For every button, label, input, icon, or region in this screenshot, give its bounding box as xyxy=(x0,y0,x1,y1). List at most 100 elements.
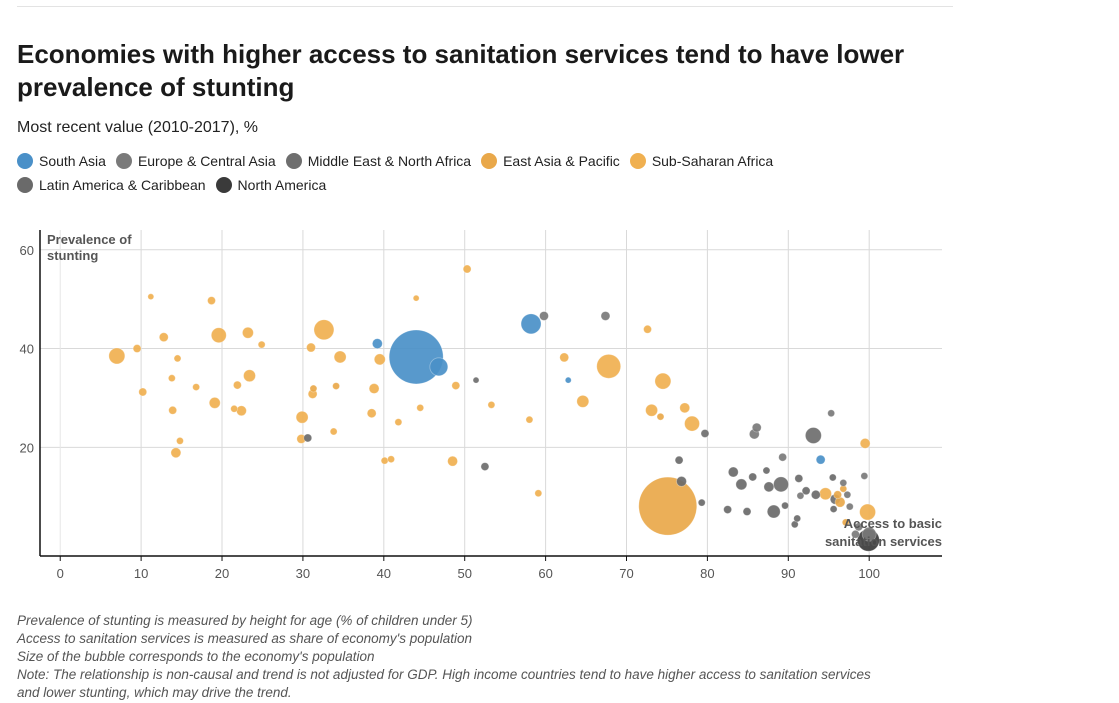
data-point xyxy=(735,478,748,491)
data-point xyxy=(748,472,758,482)
data-point xyxy=(242,326,254,339)
data-point xyxy=(559,352,570,363)
data-point xyxy=(679,402,691,414)
x-tick-label: 10 xyxy=(134,566,148,581)
data-point xyxy=(368,383,380,394)
legend-label: Sub-Saharan Africa xyxy=(651,153,774,169)
data-point xyxy=(828,473,837,482)
data-point xyxy=(168,405,178,415)
data-point xyxy=(676,476,687,487)
data-point xyxy=(859,503,876,521)
data-point xyxy=(654,372,672,390)
y-axis-title: Prevalence of xyxy=(47,232,132,247)
data-point xyxy=(309,384,318,393)
data-point xyxy=(462,264,472,274)
x-tick-label: 70 xyxy=(619,566,633,581)
data-point xyxy=(564,376,572,384)
data-point xyxy=(207,296,216,306)
data-point xyxy=(801,486,811,496)
data-point xyxy=(176,437,184,445)
data-point xyxy=(147,293,155,301)
legend-label: Europe & Central Asia xyxy=(137,153,276,169)
data-point xyxy=(762,466,771,475)
legend-item[interactable]: Europe & Central Asia xyxy=(115,153,276,169)
legend-label: North America xyxy=(237,177,327,193)
data-point xyxy=(387,455,395,464)
chart-legend: South Asia Europe & Central Asia Middle Ea… xyxy=(17,150,917,198)
data-point xyxy=(810,489,821,500)
legend-item[interactable]: East Asia & Pacific xyxy=(481,153,620,169)
chart-title: Economies with higher access to sanitati… xyxy=(17,39,905,102)
scatter-plot: 0 10 20 30 40 50 60 70 80 90 100 20 40 60 Prevalence o… xyxy=(20,230,942,581)
y-axis-title: stunting xyxy=(47,248,98,263)
data-point xyxy=(860,472,869,480)
data-point xyxy=(447,455,458,467)
data-point xyxy=(723,505,733,514)
x-axis-title: Access to basic xyxy=(844,516,942,531)
data-point xyxy=(781,501,789,510)
legend-swatch-icon xyxy=(115,153,132,169)
legend-item[interactable]: South Asia xyxy=(17,153,106,169)
legend-item[interactable]: North America xyxy=(215,177,327,193)
data-point xyxy=(596,353,622,379)
data-point xyxy=(108,347,126,365)
legend-swatch-icon xyxy=(285,153,302,169)
y-tick-label: 60 xyxy=(20,243,34,258)
x-tick-label: 40 xyxy=(377,566,391,581)
y-tick-label: 40 xyxy=(20,342,34,357)
data-point xyxy=(727,466,739,478)
data-point xyxy=(843,490,852,499)
legend-row-2: Latin America & Caribbean North America xyxy=(17,174,917,196)
data-point xyxy=(773,476,789,493)
data-point xyxy=(804,427,822,444)
legend-item[interactable]: Latin America & Caribbean xyxy=(17,177,206,193)
data-point xyxy=(851,529,860,539)
data-point xyxy=(371,338,383,350)
data-point xyxy=(303,433,313,443)
x-tick-label: 50 xyxy=(457,566,471,581)
data-point xyxy=(208,396,221,409)
data-point xyxy=(819,487,832,501)
data-point xyxy=(766,504,781,519)
chart-subtitle: Most recent value (2010-2017), % xyxy=(17,119,259,136)
data-point xyxy=(534,489,543,498)
data-point xyxy=(472,376,480,384)
data-point xyxy=(600,311,611,321)
x-tick-label: 20 xyxy=(215,566,229,581)
legend-item[interactable]: Sub-Saharan Africa xyxy=(629,153,774,169)
data-point xyxy=(192,383,201,391)
data-point xyxy=(451,381,461,390)
data-point xyxy=(257,340,266,349)
data-point xyxy=(638,476,698,536)
legend-row-1: South Asia Europe & Central Asia Middle Ea… xyxy=(17,150,917,172)
data-point xyxy=(576,394,590,408)
data-point xyxy=(854,522,864,532)
note-line-2: Access to sanitation services is measure… xyxy=(17,631,473,646)
data-point xyxy=(388,329,444,385)
data-point xyxy=(170,447,182,459)
note-line-5: and lower stunting, which may drive the … xyxy=(17,685,292,700)
y-tick-label: 20 xyxy=(20,440,34,455)
data-point xyxy=(313,319,335,341)
legend-label: East Asia & Pacific xyxy=(503,153,620,169)
x-tick-label: 100 xyxy=(858,566,880,581)
data-point xyxy=(684,415,700,432)
legend-label: South Asia xyxy=(39,153,106,169)
top-divider xyxy=(17,6,953,7)
data-point xyxy=(539,311,549,321)
legend-swatch-icon xyxy=(215,177,232,193)
data-point xyxy=(230,404,239,413)
legend-item[interactable]: Middle East & North Africa xyxy=(285,153,471,169)
data-point xyxy=(132,344,142,353)
data-point xyxy=(306,342,316,353)
data-point xyxy=(380,456,389,465)
note-line-4: Note: The relationship is non-causal and… xyxy=(17,667,871,682)
x-axis-title: sanitation services xyxy=(825,534,942,549)
legend-swatch-icon xyxy=(481,153,498,169)
x-tick-label: 90 xyxy=(781,566,795,581)
note-line-3: Size of the bubble corresponds to the ec… xyxy=(17,649,375,664)
data-point xyxy=(643,324,652,334)
data-point xyxy=(815,454,826,465)
data-point xyxy=(700,429,710,438)
data-point xyxy=(210,327,227,344)
